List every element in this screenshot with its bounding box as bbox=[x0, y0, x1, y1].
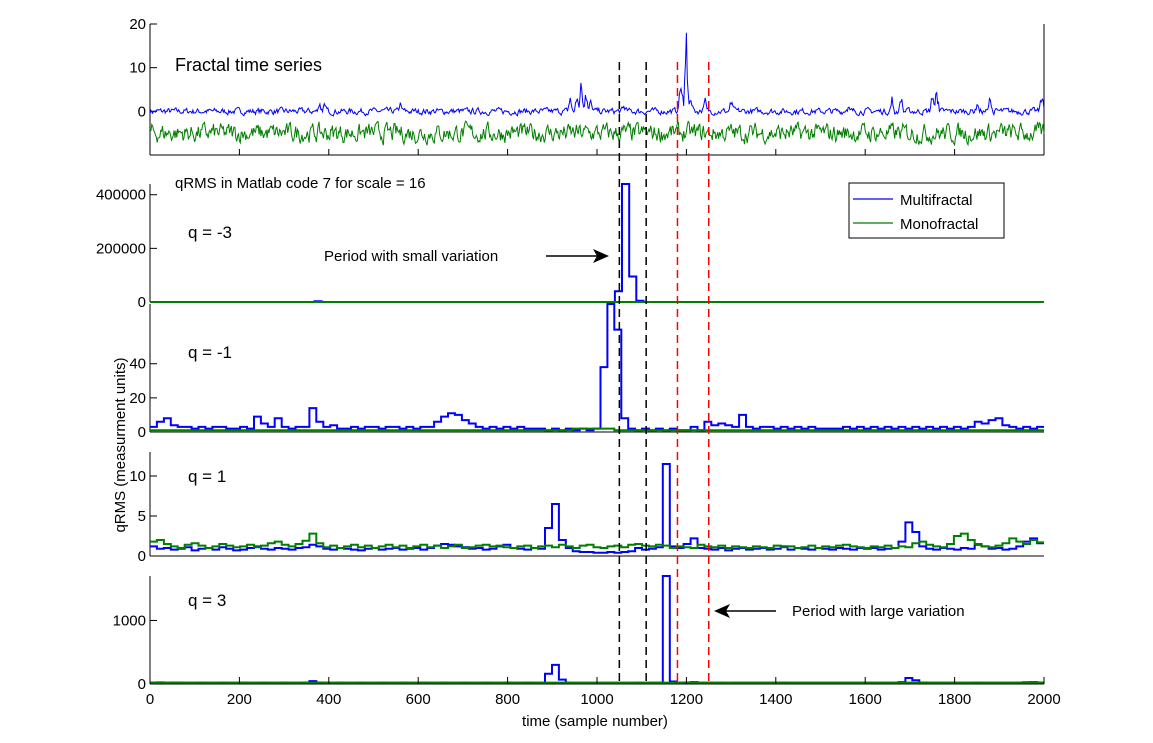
x-tick-label: 800 bbox=[495, 691, 520, 708]
series-multifractal-q-1 bbox=[150, 303, 1044, 432]
x-tick-label: 1800 bbox=[938, 691, 971, 708]
x-tick-label: 400 bbox=[316, 691, 341, 708]
legend-entry-multifractal: Multifractal bbox=[900, 192, 973, 209]
series-monofractal-q1 bbox=[150, 532, 1044, 549]
y-tick-label: 0 bbox=[138, 676, 146, 693]
x-tick-label: 200 bbox=[227, 691, 252, 708]
y-tick-label: 1000 bbox=[113, 612, 146, 629]
x-tick-label: 1200 bbox=[670, 691, 703, 708]
y-tick-label: 400000 bbox=[96, 187, 146, 204]
panel-label-series: Fractal time series bbox=[175, 55, 322, 75]
panel-label-q3: q = 3 bbox=[188, 591, 226, 610]
x-tick-label: 0 bbox=[146, 691, 154, 708]
series-monofractal-q-1 bbox=[150, 427, 1044, 432]
series-monofractal-series bbox=[149, 120, 1045, 147]
annotation-small-variation-arrowhead bbox=[593, 249, 609, 263]
x-axis: 0 200 400 600 800 1000 1200 1400 1600 1800 2000 bbox=[146, 149, 1061, 708]
panel-q3: 0 1000 q = 3 bbox=[113, 575, 1044, 693]
series-multifractal-q1 bbox=[150, 463, 1044, 554]
legend: Multifractal Monofractal bbox=[848, 182, 1005, 239]
y-tick-label: 10 bbox=[129, 60, 146, 77]
x-tick-label: 600 bbox=[406, 691, 431, 708]
x-tick-label: 2000 bbox=[1027, 691, 1060, 708]
y-axis-label: qRMS (measurment units) bbox=[112, 357, 129, 532]
annotation-large-variation: Period with large variation bbox=[792, 603, 965, 620]
panel-label-q-3: q = -3 bbox=[188, 223, 232, 242]
panel-label-q-1: q = -1 bbox=[188, 343, 232, 362]
panel-q1: 0 5 10 q = 1 bbox=[129, 452, 1044, 565]
y-tick-label: 0 bbox=[138, 548, 146, 565]
annotation-large-variation-arrowhead bbox=[714, 604, 730, 618]
y-tick-label: 0 bbox=[138, 424, 146, 441]
y-tick-label: 20 bbox=[129, 390, 146, 407]
y-tick-label: 0 bbox=[138, 103, 146, 120]
panel-label-q1: q = 1 bbox=[188, 467, 226, 486]
legend-box bbox=[848, 182, 1005, 239]
y-tick-label: 5 bbox=[138, 508, 146, 525]
panel-q-3: 0 200000 400000 q = -3 qRMS in Matlab code 7… bbox=[96, 175, 1044, 311]
panel-title: qRMS in Matlab code 7 for scale = 16 bbox=[175, 175, 426, 192]
panel-q-1: 0 20 40 q = -1 bbox=[129, 303, 1044, 441]
y-tick-label: 0 bbox=[138, 294, 146, 311]
annotation-small-variation: Period with small variation bbox=[324, 248, 498, 265]
y-tick-label: 200000 bbox=[96, 240, 146, 257]
legend-entry-monofractal: Monofractal bbox=[900, 216, 978, 233]
x-tick-label: 1600 bbox=[849, 691, 882, 708]
series-multifractal-q3 bbox=[150, 575, 1044, 684]
annotations: Period with small variation Period with … bbox=[324, 248, 965, 620]
x-tick-label: 1000 bbox=[580, 691, 613, 708]
panel-series: 0 10 20 Fractal time series bbox=[129, 16, 1045, 156]
y-tick-label: 10 bbox=[129, 468, 146, 485]
y-tick-label: 40 bbox=[129, 356, 146, 373]
y-tick-label: 20 bbox=[129, 16, 146, 33]
x-axis-label: time (sample number) bbox=[522, 713, 668, 730]
series-multifractal-series bbox=[149, 32, 1045, 117]
x-tick-label: 1400 bbox=[759, 691, 792, 708]
chart-panels: 0 10 20 Fractal time series 0 200000 400000 q =… bbox=[96, 16, 1045, 693]
